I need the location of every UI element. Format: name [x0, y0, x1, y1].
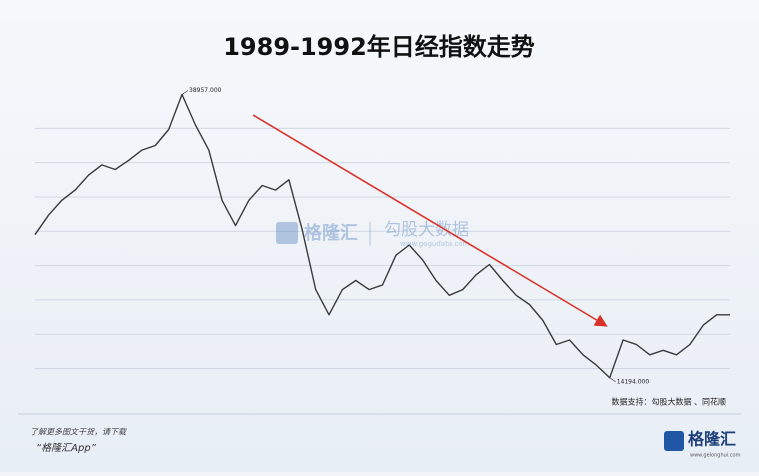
annotation-leader	[181, 90, 189, 95]
annotation-label: 14194.000	[617, 378, 650, 385]
annotation-label: 38957.000	[189, 87, 222, 94]
footer-line1: 了解更多图文干货，请下载	[30, 428, 127, 437]
watermark: 格隆汇 勾股大数据 www.gogudata.com	[276, 220, 469, 248]
trend-arrow	[252, 114, 608, 327]
watermark-logo	[276, 222, 298, 244]
watermark-brand: 格隆汇	[304, 222, 358, 244]
footer-logo-url: www.gelonghui.com	[690, 453, 741, 459]
price-line	[34, 93, 730, 379]
plot: 38957.000 14194.000	[34, 87, 730, 385]
source: 数据支持：勾股大数据 、同花顺	[611, 397, 726, 407]
annotation-leader	[609, 377, 616, 383]
footer-line2: “格隆汇App”	[36, 442, 97, 454]
footer-logo-icon	[664, 431, 684, 451]
watermark-partner: 勾股大数据	[384, 220, 469, 240]
footer-logo: 格隆汇	[688, 430, 736, 449]
watermark-url: www.gogudata.com	[400, 240, 469, 248]
chart-title: 1989-1992年日经指数走势	[223, 33, 535, 61]
